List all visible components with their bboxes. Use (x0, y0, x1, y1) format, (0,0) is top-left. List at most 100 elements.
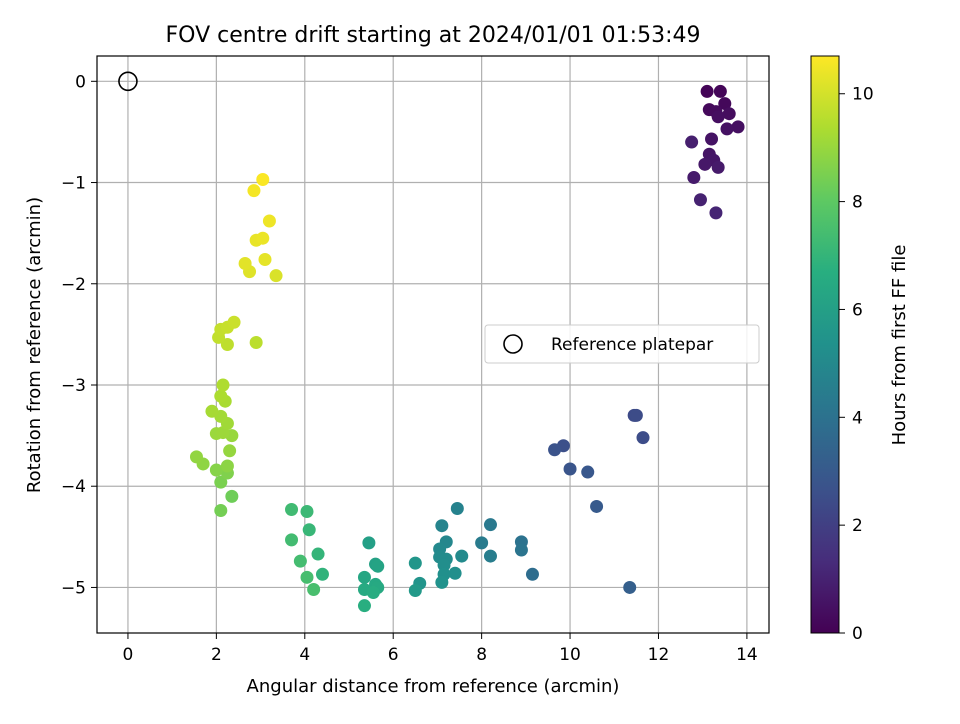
data-point (720, 122, 734, 136)
data-point (693, 193, 707, 207)
data-point (214, 504, 228, 518)
data-point (366, 586, 380, 600)
reference-point (118, 71, 138, 92)
data-point (709, 206, 723, 220)
data-point (705, 132, 719, 146)
y-axis-label: Rotation from reference (arcmin) (24, 197, 45, 493)
x-axis-ticks: 0 2 4 6 8 10 12 14 (123, 633, 758, 665)
data-point (514, 543, 528, 557)
data-point (408, 583, 422, 597)
data-point (718, 97, 732, 111)
data-point (225, 489, 239, 503)
data-point (209, 463, 223, 477)
x-tick-label: 12 (648, 645, 670, 665)
data-point (238, 257, 252, 271)
data-point (285, 533, 299, 547)
data-point (563, 462, 577, 476)
x-tick-label: 2 (211, 645, 222, 665)
data-point (258, 252, 272, 266)
data-point (311, 547, 325, 561)
data-point (189, 450, 203, 464)
data-point (475, 536, 489, 550)
colorbar-tick-label: 4 (852, 408, 863, 428)
data-point (220, 338, 234, 351)
data-point (285, 503, 299, 517)
data-point (300, 505, 314, 519)
x-tick-label: 10 (559, 645, 581, 665)
data-point (700, 84, 714, 98)
data-point (249, 335, 263, 349)
data-point (548, 443, 562, 457)
chart-title: FOV centre drift starting at 2024/01/01 … (166, 23, 701, 48)
data-point (247, 184, 261, 198)
data-point (590, 499, 604, 513)
data-point (450, 501, 464, 515)
data-point (435, 519, 449, 533)
y-tick-label: −5 (61, 578, 86, 598)
data-point (722, 107, 736, 121)
data-point (698, 157, 712, 171)
x-tick-label: 14 (736, 645, 758, 665)
x-tick-label: 0 (123, 645, 134, 665)
data-point (216, 378, 230, 392)
x-axis-label: Angular distance from reference (arcmin) (247, 676, 620, 697)
data-point (371, 559, 385, 573)
x-tick-label: 6 (388, 645, 399, 665)
data-point (629, 408, 643, 422)
colorbar-tick-label: 10 (852, 85, 874, 105)
data-point (711, 160, 725, 174)
data-point (302, 523, 316, 537)
x-tick-label: 8 (476, 645, 487, 665)
data-point (437, 558, 451, 572)
colorbar-tick-label: 8 (852, 193, 863, 213)
colorbar-tick-label: 2 (852, 516, 863, 536)
data-point (731, 120, 745, 134)
data-point (435, 575, 449, 589)
data-point (687, 170, 701, 184)
data-point (525, 567, 539, 581)
x-tick-label: 4 (299, 645, 310, 665)
data-point (293, 554, 307, 568)
y-tick-label: −4 (61, 477, 86, 497)
data-point (483, 549, 497, 563)
data-point (315, 567, 329, 581)
data-point (300, 570, 314, 584)
data-point (223, 444, 237, 458)
data-point (408, 556, 422, 570)
data-point (269, 269, 283, 283)
colorbar-tick-label: 0 (852, 624, 863, 644)
data-point (357, 570, 371, 584)
colorbar-ticks: 0 2 4 6 8 10 (839, 85, 874, 644)
data-point (357, 599, 371, 613)
data-point (483, 518, 497, 532)
y-tick-label: 0 (75, 72, 86, 92)
data-point (448, 566, 462, 580)
data-point (220, 459, 234, 473)
colorbar-gradient (810, 55, 840, 634)
data-point (685, 135, 699, 149)
plot-frame (96, 55, 770, 634)
legend-box (484, 324, 760, 364)
data-point (214, 475, 228, 489)
y-tick-label: −2 (61, 275, 86, 295)
data-point (636, 431, 650, 445)
data-point (455, 549, 469, 563)
legend-label: Reference platepar (551, 335, 713, 355)
data-point (205, 404, 219, 418)
colorbar: 0 2 4 6 8 10 Hours from first FF file (810, 55, 910, 644)
data-point (581, 465, 595, 479)
data-point (711, 110, 725, 124)
y-tick-label: −3 (61, 376, 86, 396)
y-tick-label: −1 (61, 174, 86, 194)
data-point (623, 580, 637, 594)
legend: Reference platepar (484, 324, 760, 364)
data-point (262, 214, 276, 228)
colorbar-label: Hours from first FF file (889, 245, 910, 446)
colorbar-tick-label: 6 (852, 300, 863, 320)
data-point (362, 536, 376, 550)
y-axis-ticks: 0 −1 −2 −3 −4 −5 (61, 72, 97, 598)
data-point (256, 231, 270, 245)
data-point (227, 315, 241, 329)
data-point (307, 582, 321, 596)
data-point (214, 389, 228, 403)
